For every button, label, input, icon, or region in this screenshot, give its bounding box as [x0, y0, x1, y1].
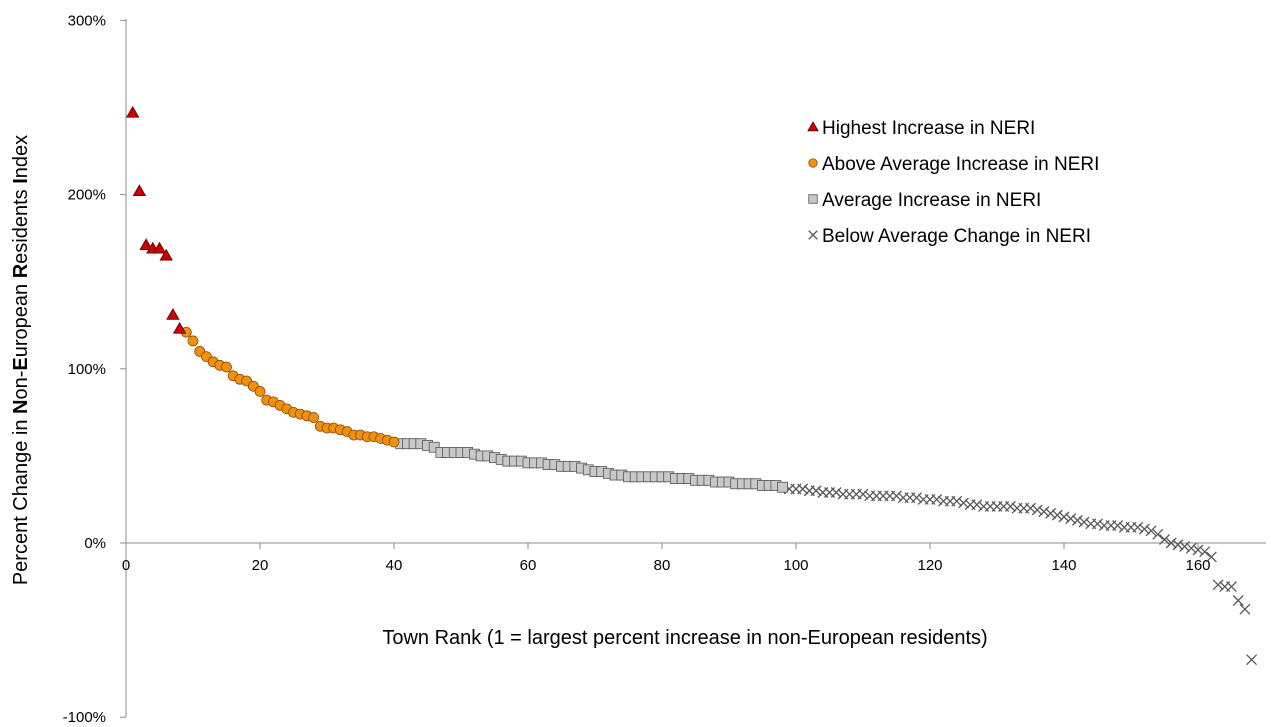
- data-point-circle: [308, 412, 320, 423]
- x-tick-label: 160: [1185, 557, 1210, 574]
- data-point-x: [810, 485, 822, 497]
- data-point-x: [1226, 581, 1237, 593]
- data-point-x: [1192, 544, 1204, 556]
- data-point-x: [1031, 504, 1043, 516]
- data-point-x: [1165, 537, 1177, 549]
- data-point-x: [1092, 518, 1103, 530]
- data-point-triangle: [152, 241, 167, 254]
- data-point-square: [777, 481, 788, 493]
- x-tick-label: 20: [252, 557, 269, 574]
- legend-label: Below Average Change in NERI: [822, 226, 1091, 247]
- x-tick-label: 120: [917, 557, 942, 574]
- legend-marker-x: [808, 230, 818, 240]
- data-point-x: [971, 499, 983, 511]
- data-point-x: [1058, 511, 1070, 523]
- data-point-triangle: [139, 238, 153, 251]
- data-point-x: [931, 493, 943, 505]
- data-point-x: [1025, 502, 1036, 514]
- data-point-x: [1239, 603, 1251, 615]
- axes: [120, 19, 1266, 718]
- x-tick-label: 0: [122, 557, 130, 574]
- legend-label: Highest Increase in NERI: [822, 118, 1035, 139]
- y-tick-label: 100%: [68, 361, 106, 378]
- data-points: [126, 105, 1258, 666]
- data-point-x: [1051, 509, 1063, 521]
- data-point-x: [1038, 506, 1050, 518]
- legend-label: Average Increase in NERI: [822, 190, 1041, 211]
- data-point-triangle: [132, 184, 147, 197]
- data-point-x: [1078, 516, 1090, 528]
- x-tick-label: 60: [520, 557, 537, 574]
- x-axis-title: Town Rank (1 = largest percent increase …: [382, 627, 987, 649]
- legend: Highest Increase in NERI Above Average In…: [807, 118, 1099, 247]
- y-tick-label: 0%: [84, 535, 106, 552]
- data-point-circle: [187, 335, 199, 347]
- data-point-x: [1071, 514, 1083, 526]
- data-point-triangle: [172, 321, 187, 334]
- data-point-x: [1112, 520, 1124, 532]
- x-tick-label: 40: [386, 557, 403, 574]
- data-point-x: [1132, 521, 1144, 533]
- data-point-x: [958, 497, 969, 509]
- data-point-triangle: [126, 105, 140, 118]
- data-point-x: [1185, 542, 1197, 554]
- data-point-x: [797, 483, 809, 495]
- data-point-x: [1199, 546, 1211, 558]
- legend-marker-triangle: [807, 121, 819, 132]
- data-point-x: [1065, 513, 1077, 525]
- legend-label: Above Average Increase in NERI: [822, 154, 1099, 175]
- y-tick-label: 200%: [68, 187, 106, 204]
- data-point-x: [1004, 500, 1016, 512]
- data-point-x: [1159, 534, 1170, 545]
- data-point-triangle: [166, 307, 180, 320]
- tick-labels: -100% 0% 100% 200% 300% 0 20 40 60 80 100 120 140 160: [63, 12, 1211, 726]
- data-point-x: [1212, 579, 1224, 591]
- data-point-x: [857, 488, 869, 500]
- data-point-x: [1145, 525, 1157, 537]
- legend-marker-circle: [808, 158, 818, 168]
- data-point-x: [1152, 528, 1164, 540]
- legend-marker-square: [808, 194, 818, 204]
- data-point-x: [891, 490, 902, 502]
- y-tick-label: -100%: [63, 709, 106, 726]
- data-point-x: [1138, 523, 1150, 535]
- data-point-x: [1246, 654, 1258, 666]
- data-point-circle: [221, 361, 232, 373]
- x-tick-label: 80: [654, 557, 671, 574]
- data-point-x: [1205, 551, 1217, 563]
- data-point-x: [1045, 507, 1057, 519]
- data-point-x: [830, 487, 842, 498]
- y-tick-label: 300%: [68, 12, 106, 29]
- x-tick-label: 140: [1051, 557, 1076, 574]
- x-tick-label: 100: [783, 557, 808, 574]
- data-point-x: [1172, 539, 1184, 551]
- data-point-circle: [254, 386, 266, 397]
- data-point-x: [1179, 541, 1191, 552]
- data-point-circle: [388, 436, 400, 448]
- y-axis-title: Percent Change in Non-European Residents…: [10, 135, 32, 585]
- data-point-x: [1232, 595, 1244, 606]
- data-point-x: [951, 495, 963, 507]
- data-point-triangle: [159, 248, 173, 261]
- data-point-x: [911, 492, 923, 504]
